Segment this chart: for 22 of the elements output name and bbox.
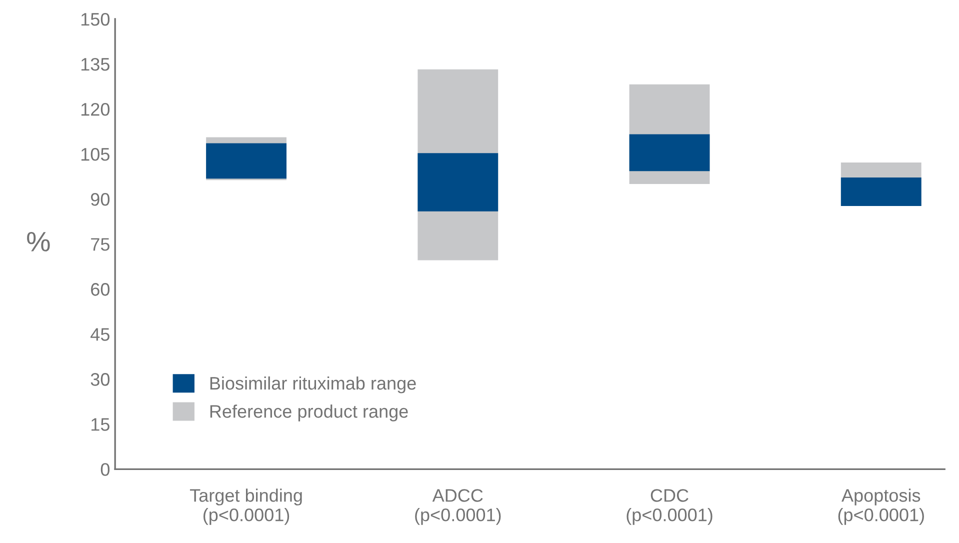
- legend-label: Reference product range: [210, 404, 408, 422]
- y-tick-label: 90: [90, 193, 110, 206]
- bar: [418, 153, 498, 212]
- y-tick-label: 0: [100, 463, 110, 476]
- y-tick-label: 120: [81, 102, 110, 116]
- y-tick-label: 150: [81, 12, 110, 26]
- y-tick-label: 105: [81, 148, 110, 161]
- y-tick-label: 30: [90, 373, 110, 386]
- y-tick-label: 135: [81, 58, 110, 71]
- bar: [629, 134, 710, 172]
- x-tick-label: CDC (p<0.0001): [626, 489, 712, 525]
- y-axis-title: %: [27, 232, 50, 252]
- legend-label: Biosimilar rituximab range: [210, 376, 416, 394]
- x-tick-label: Apoptosis (p<0.0001): [838, 488, 924, 525]
- y-tick-label: 60: [91, 283, 110, 296]
- x-tick-label: ADCC (p<0.0001): [415, 489, 501, 525]
- y-tick-label: 15: [92, 418, 110, 431]
- y-tick-label: 75: [91, 238, 110, 251]
- y-tick-label: 45: [90, 328, 110, 341]
- bar: [840, 177, 922, 206]
- bar: [206, 143, 286, 179]
- x-tick-label: Target binding (p<0.0001): [190, 488, 302, 525]
